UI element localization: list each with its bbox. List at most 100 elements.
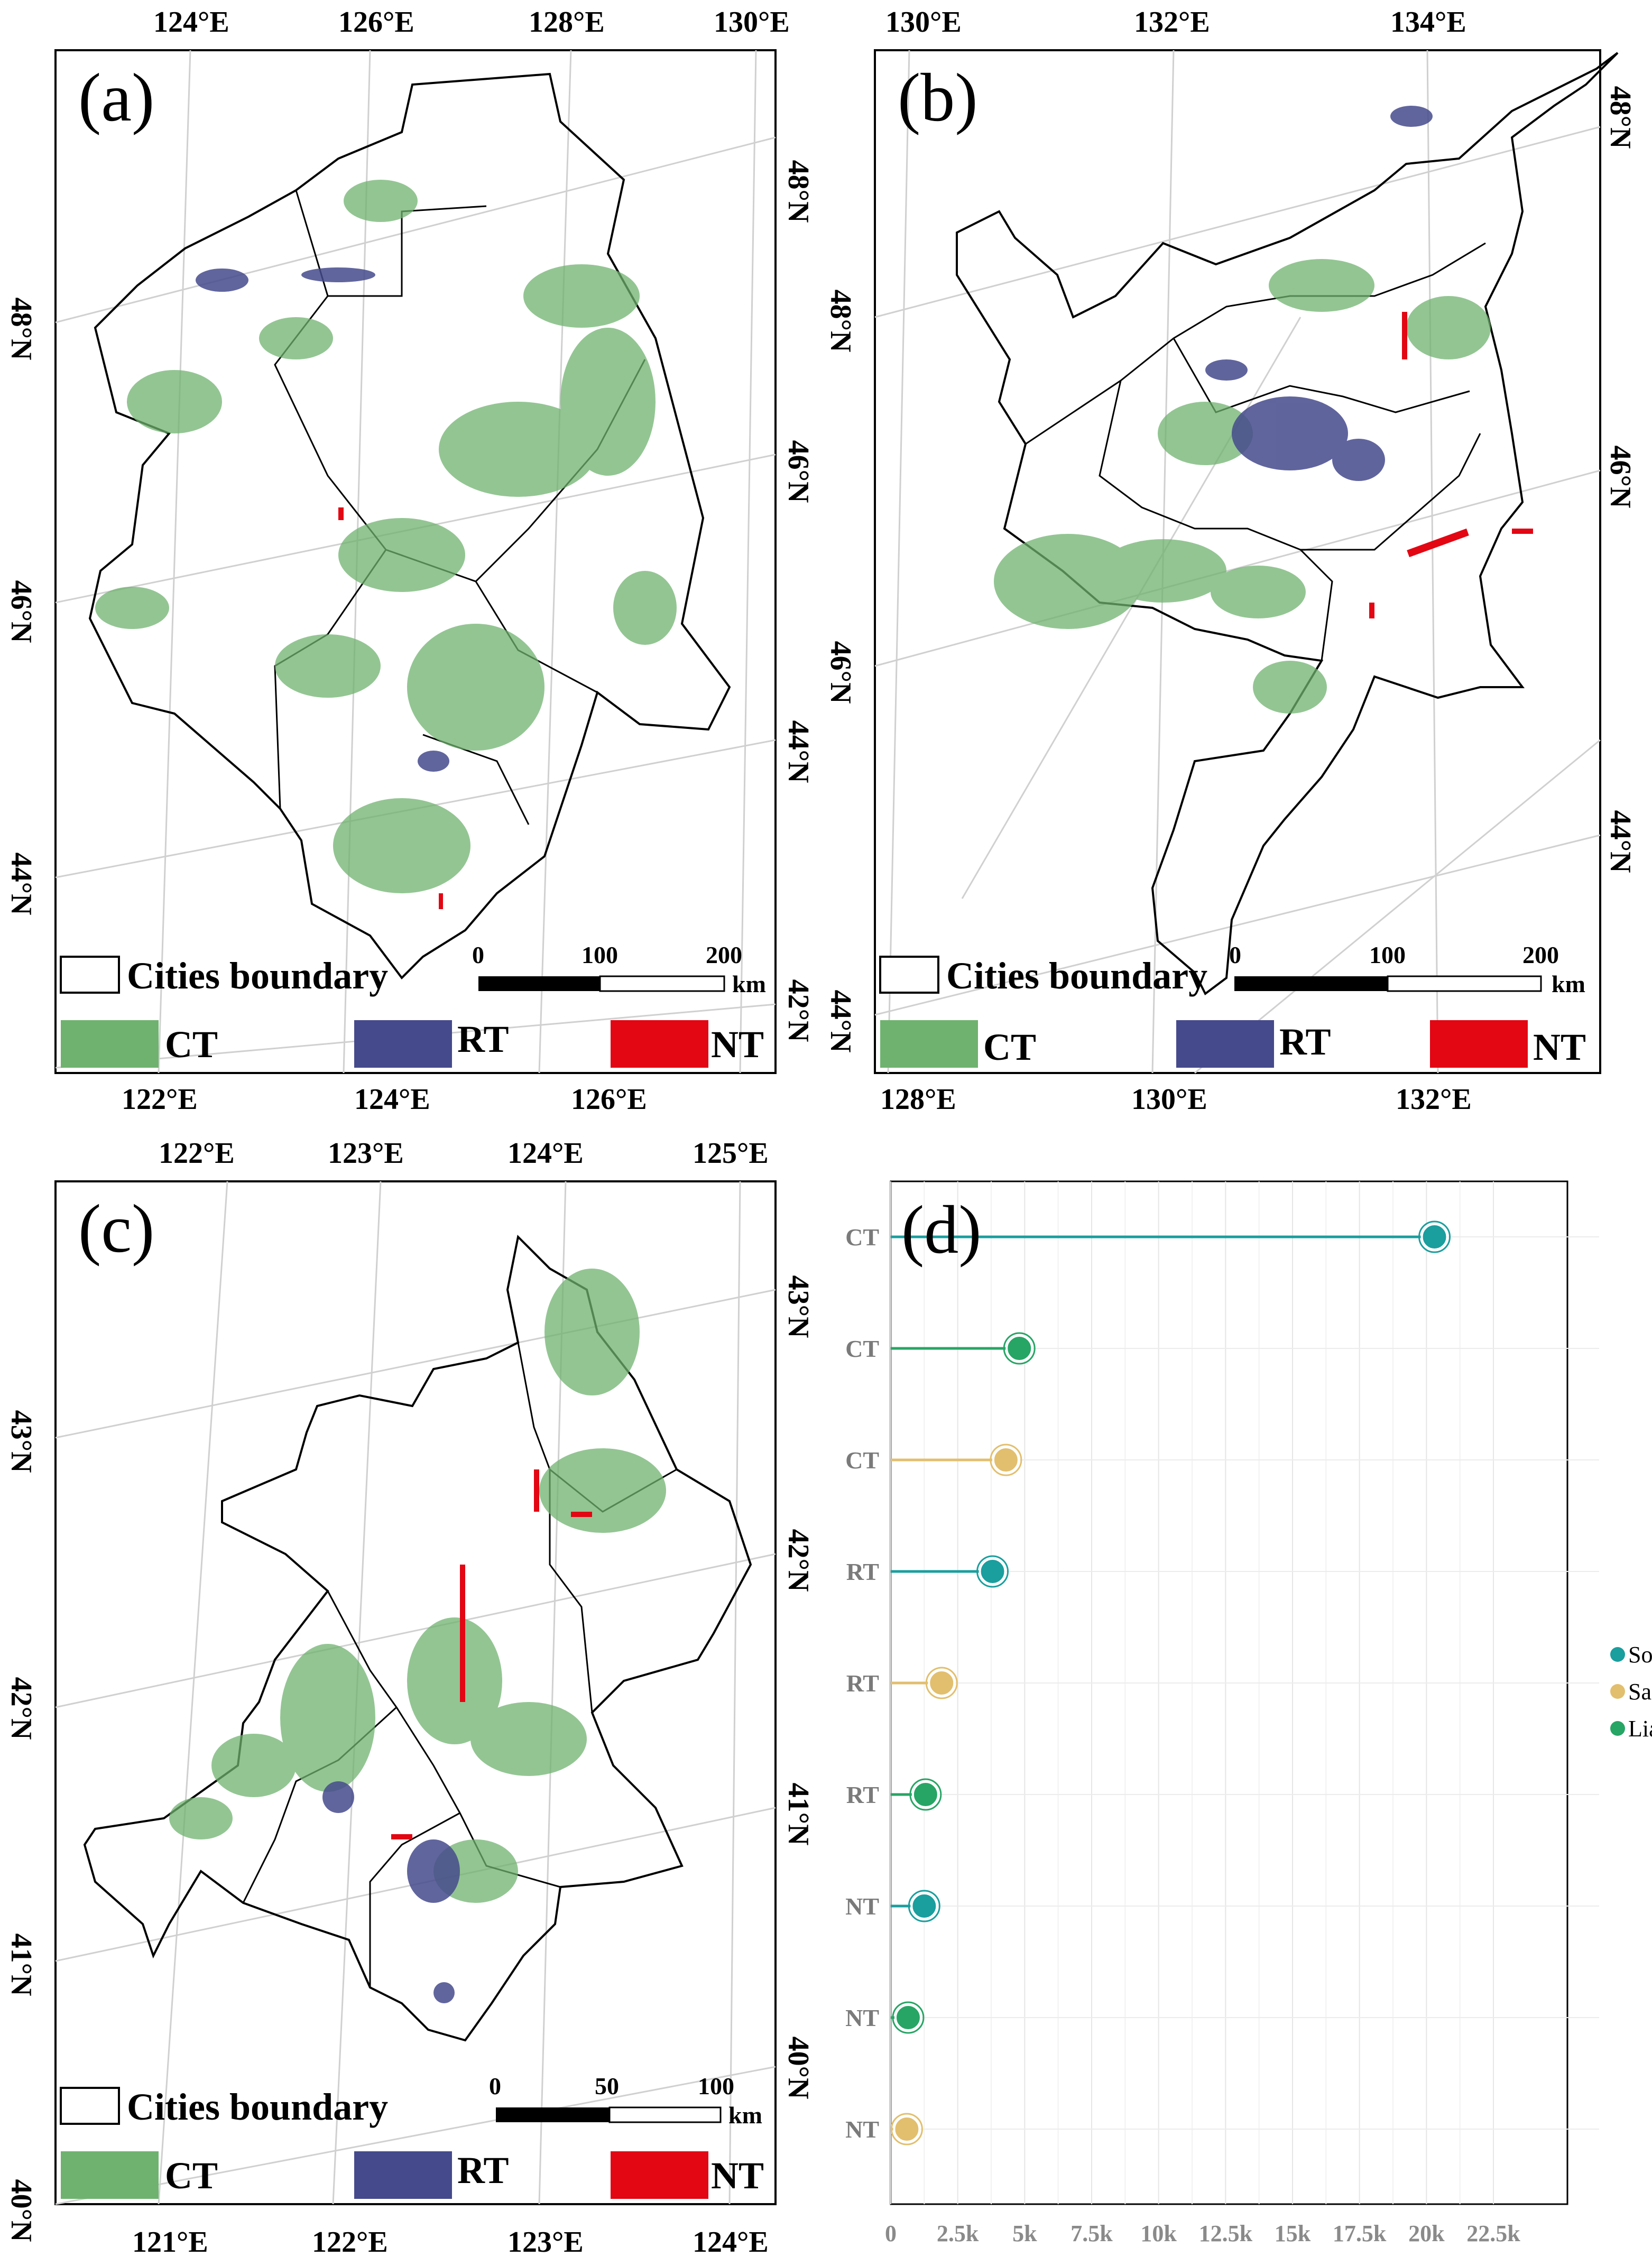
x-tick-label: 10k [1140, 2221, 1177, 2246]
legend-ct-c: CT [165, 2154, 218, 2197]
top-tick-a-0: 124°E [153, 6, 229, 39]
legend-nt-a: NT [711, 1023, 764, 1066]
legend-rt-b: RT [1279, 1021, 1331, 1063]
lollipop-dot-ring [892, 2001, 925, 2034]
panel-a: (a) 124°E 126°E 128°E 130°E 122°E 124°E … [0, 0, 825, 1116]
top-tick-b-1: 132°E [1134, 6, 1210, 39]
right-tick-c-2: 41°N [782, 1782, 815, 1846]
panel-label-d: (d) [901, 1192, 982, 1268]
bottom-tick-c-1: 122°E [312, 2226, 388, 2259]
panel-b: (b) 130°E 132°E 134°E 128°E 130°E 132°E … [824, 0, 1652, 1116]
y-category-label: CT [845, 1224, 879, 1251]
scale-c-0: 0 [489, 2073, 501, 2099]
panel-label-b: (b) [898, 60, 978, 136]
x-tick-label: 5k [1012, 2221, 1037, 2246]
scale-b-2: 200 [1522, 941, 1559, 968]
y-category-label: NT [845, 2004, 879, 2031]
legend-nt-b: NT [1533, 1026, 1586, 1068]
y-category-label: NT [845, 1893, 879, 1920]
left-tick-a-2: 44°N [5, 852, 38, 915]
scale-b-1: 100 [1369, 941, 1406, 968]
lollipop-dot-ring [908, 1890, 940, 1922]
y-category-label: RT [846, 1558, 879, 1585]
lollipop-dot [1005, 1335, 1033, 1362]
right-tick-a-2: 44°N [782, 720, 815, 783]
scale-a-unit: km [732, 970, 766, 997]
top-tick-c-1: 123°E [328, 1137, 404, 1170]
lollipop-dot [911, 1781, 939, 1808]
right-tick-a-0: 48°N [782, 160, 815, 223]
x-tick-label: 15k [1275, 2221, 1311, 2246]
lollipop-dot-ring [925, 1667, 958, 1699]
lollipop-dot [979, 1558, 1007, 1585]
lollipop-dot [1420, 1223, 1448, 1251]
legend-boundary-c: Cities boundary [127, 2086, 389, 2128]
map-a [54, 49, 777, 1074]
x-tick-label: 22.5k [1466, 2221, 1520, 2246]
top-tick-c-3: 125°E [693, 1137, 769, 1170]
lollipop-dot [928, 1669, 956, 1697]
bottom-tick-a-0: 122°E [122, 1083, 198, 1116]
right-tick-c-1: 42°N [782, 1529, 815, 1592]
x-tick-label: 12.5k [1199, 2221, 1253, 2246]
right-tick-a-3: 42°N [782, 979, 815, 1042]
left-tick-a-0: 48°N [5, 297, 38, 360]
right-tick-b-2: 44°N [1604, 810, 1637, 873]
legend-label: Sanjiang [1628, 1679, 1652, 1705]
panel-label-a: (a) [78, 60, 155, 136]
plot-frame [890, 1180, 1568, 2205]
left-tick-c-1: 42°N [5, 1677, 38, 1740]
top-tick-c-2: 124°E [507, 1137, 584, 1170]
panel-d: CT CT CT RT RT RT NT NT NT 0 2.5k 5k 7.5k 10k 12.5k 15… [825, 1131, 1652, 2266]
left-tick-a-1: 46°N [5, 580, 38, 643]
scale-b-unit: km [1552, 970, 1585, 997]
scale-a-1: 100 [582, 941, 618, 968]
legend-ct-b: CT [983, 1026, 1037, 1068]
legend-boundary-b: Cities boundary [946, 955, 1208, 997]
lollipop-dot-ring [909, 1778, 942, 1811]
lollipop-dot [910, 1892, 938, 1920]
panel-label-c: (c) [78, 1191, 155, 1267]
bottom-tick-a-2: 126°E [571, 1083, 647, 1116]
x-tick-label: 20k [1408, 2221, 1445, 2246]
left-tick-b-1: 46°N [824, 641, 857, 704]
top-tick-a-2: 128°E [529, 6, 605, 39]
scale-c-2: 100 [698, 2073, 734, 2099]
lollipop-dot [992, 1446, 1020, 1474]
lollipop-dot-ring [990, 1444, 1022, 1476]
bottom-tick-c-3: 124°E [693, 2226, 769, 2259]
y-category-label: CT [845, 1447, 879, 1474]
x-tick-label: 0 [885, 2221, 897, 2246]
lollipop-dot [894, 2004, 922, 2031]
scale-c-1: 50 [595, 2073, 619, 2099]
legend-ct-a: CT [165, 1023, 218, 1066]
legend-label: Songnen [1628, 1642, 1652, 1668]
bottom-tick-b-1: 130°E [1131, 1083, 1207, 1116]
bottom-tick-b-0: 128°E [880, 1083, 956, 1116]
lollipop-dot-ring [1003, 1332, 1036, 1365]
left-tick-c-3: 40°N [5, 2179, 38, 2242]
legend-label: Liaohe [1628, 1716, 1652, 1742]
left-tick-b-2: 44°N [824, 989, 857, 1053]
top-tick-a-1: 126°E [338, 6, 414, 39]
map-b [874, 49, 1619, 1074]
lollipop-dot [893, 2115, 921, 2143]
lollipop-dot-ring [976, 1555, 1009, 1588]
legend-rt-c: RT [457, 2149, 509, 2191]
legend-nt-c: NT [711, 2154, 764, 2197]
top-tick-b-0: 130°E [885, 6, 962, 39]
left-tick-c-2: 41°N [5, 1933, 38, 1996]
right-tick-c-3: 40°N [782, 2036, 815, 2099]
scale-a-2: 200 [706, 941, 742, 968]
legend-marker [1610, 1684, 1625, 1699]
top-tick-b-2: 134°E [1390, 6, 1466, 39]
legend-boundary-a: Cities boundary [127, 955, 389, 997]
x-tick-label: 2.5k [937, 2221, 979, 2246]
bottom-tick-b-2: 132°E [1396, 1083, 1472, 1116]
legend-marker [1610, 1647, 1625, 1662]
top-tick-c-0: 122°E [159, 1137, 235, 1170]
y-category-label: RT [846, 1670, 879, 1697]
legend-rt-a: RT [457, 1018, 509, 1060]
scale-b-0: 0 [1229, 941, 1241, 968]
right-tick-c-0: 43°N [782, 1275, 815, 1338]
